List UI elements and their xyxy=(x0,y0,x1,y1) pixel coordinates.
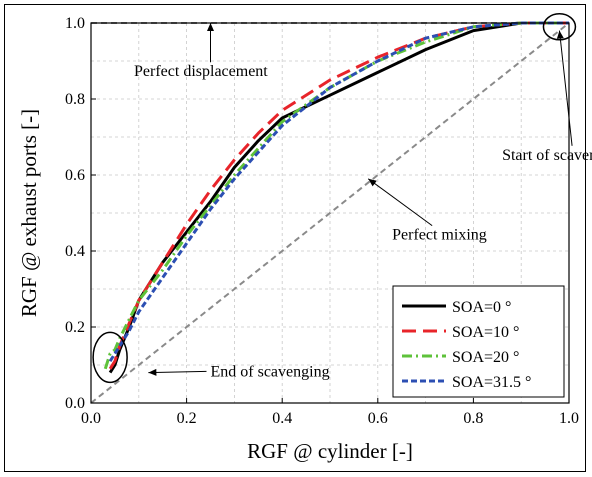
x-tick-label: 0.8 xyxy=(463,410,483,427)
annotation-arrow-head xyxy=(368,178,377,187)
legend-label: SOA=31.5 ° xyxy=(452,374,531,391)
annotation-arrow-head xyxy=(148,368,157,376)
annotation-arrow-line xyxy=(367,178,433,227)
highlight-ellipse xyxy=(92,331,128,384)
y-tick-label: 0.4 xyxy=(65,243,85,260)
annotation-label: Perfect displacement xyxy=(134,63,268,80)
reference-lines xyxy=(90,22,570,404)
plot-area-border xyxy=(90,22,570,404)
series-line xyxy=(103,21,569,370)
annotation-arrow-line xyxy=(148,370,207,374)
y-axis-title: RGF @ exhaust ports [-] xyxy=(17,109,41,317)
x-tick-label: 1.0 xyxy=(559,410,579,427)
x-tick-label: 0.6 xyxy=(368,410,388,427)
annotation-label: End of scavenging xyxy=(211,363,330,380)
annotation-label: Perfect mixing xyxy=(392,227,487,244)
x-tick-label: 0.0 xyxy=(81,410,101,427)
annotation-arrow-head xyxy=(207,23,214,31)
series-line xyxy=(108,21,569,363)
annotation-label: Start of scavenging xyxy=(502,147,592,164)
legend-label: SOA=10 ° xyxy=(452,324,519,341)
reference-line xyxy=(90,22,570,404)
y-tick-label: 0.6 xyxy=(65,167,85,184)
series-lines xyxy=(103,21,569,374)
x-tick-label: 0.2 xyxy=(177,410,197,427)
axis-ticks: 0.0 0.2 0.4 0.6 0.8 1.0 0.0 0.2 0.4 0.6 0.8 1.0 xyxy=(65,15,579,427)
annotations: Perfect displacement Perfect mixing Start … xyxy=(92,13,592,384)
annotation-arrow-head xyxy=(556,30,564,39)
y-tick-label: 0.2 xyxy=(65,319,85,336)
y-tick-label: 0.8 xyxy=(65,91,85,108)
legend: SOA=0 ° SOA=10 ° SOA=20 ° SOA=31.5 ° xyxy=(392,285,565,398)
annotation-arrow-line xyxy=(558,30,573,146)
figure-frame xyxy=(4,4,586,472)
y-tick-label: 1.0 xyxy=(65,15,85,32)
legend-label: SOA=0 ° xyxy=(452,299,511,316)
highlight-ellipse xyxy=(542,13,577,41)
legend-label: SOA=20 ° xyxy=(452,349,519,366)
y-tick-label: 0.0 xyxy=(65,395,85,412)
x-tick-label: 0.4 xyxy=(272,410,292,427)
x-axis-title: RGF @ cylinder [-] xyxy=(247,439,413,463)
